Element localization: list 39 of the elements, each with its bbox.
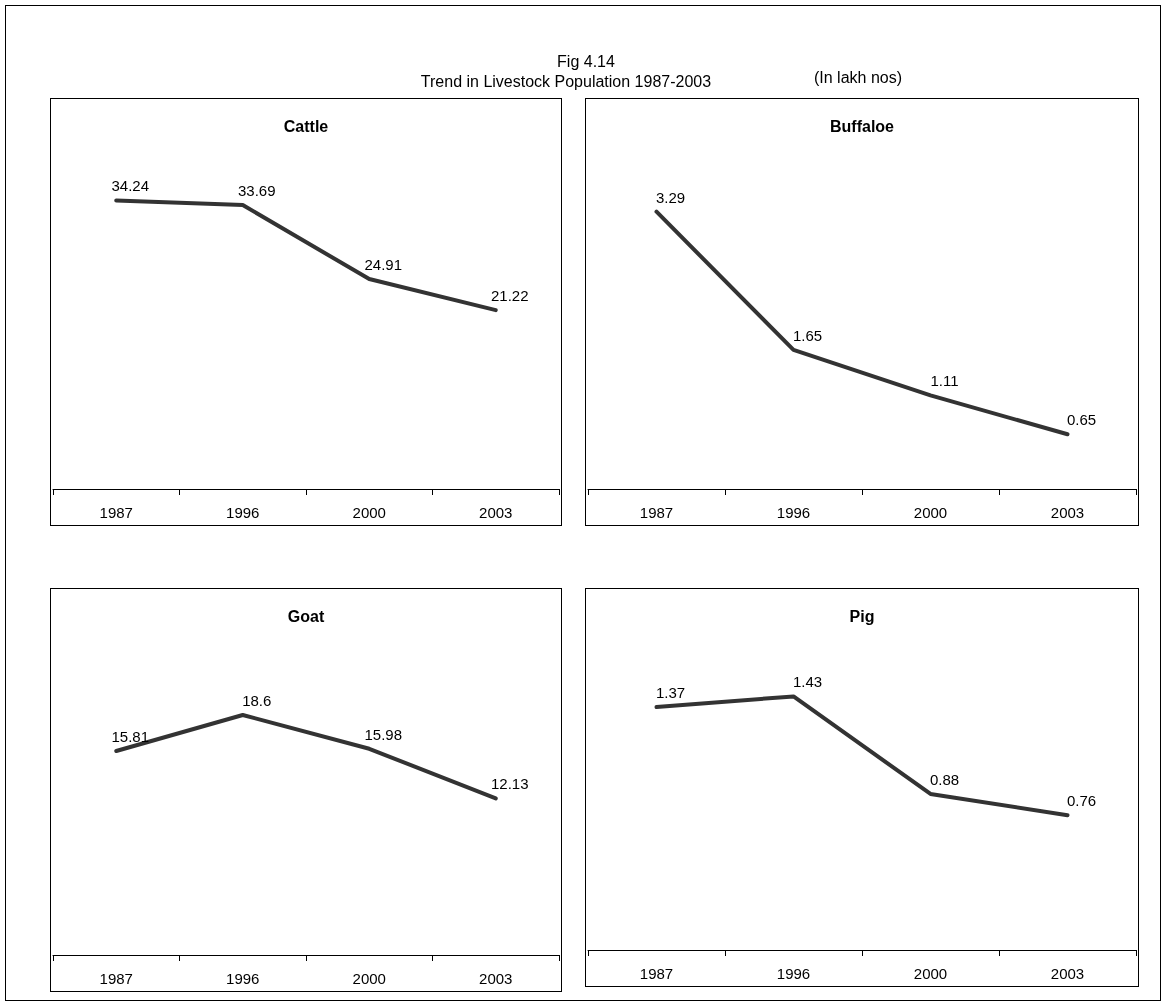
data-label: 3.29 [655, 188, 686, 206]
x-tick-label: 2003 [479, 970, 513, 987]
x-tick-label: 2000 [352, 970, 386, 987]
x-tick-label: 1996 [226, 504, 260, 521]
caption: Fig 4.14 [557, 53, 615, 70]
chart-title: Cattle [283, 117, 329, 135]
data-label: 0.76 [1066, 792, 1097, 810]
chart-title: Pig [849, 607, 875, 625]
x-tick-label: 1987 [99, 504, 133, 521]
data-label: 1.11 [930, 372, 959, 390]
data-label: 0.88 [929, 770, 960, 788]
x-tick-label: 1996 [226, 970, 260, 987]
x-tick-label: 1996 [776, 504, 811, 521]
data-label: 21.22 [490, 287, 529, 305]
x-tick-label: 1987 [99, 970, 133, 987]
x-tick-label: 2003 [1050, 504, 1085, 521]
x-tick-label: 2000 [352, 504, 386, 521]
x-tick-label: 2000 [913, 504, 948, 521]
data-label: 1.37 [655, 684, 686, 702]
x-tick-label: 2003 [1050, 965, 1085, 982]
x-tick-label: 2003 [479, 504, 513, 521]
data-label: 34.24 [111, 177, 150, 195]
chart-title: Buffaloe [830, 117, 895, 135]
x-tick-label: 1996 [776, 965, 811, 982]
data-label: 1.65 [792, 326, 823, 344]
data-label: 15.81 [111, 727, 150, 745]
data-label: 15.98 [364, 725, 403, 743]
data-label: 24.91 [364, 256, 403, 274]
data-label: 18.6 [242, 691, 272, 709]
x-tick-label: 1987 [639, 965, 674, 982]
data-label: 12.13 [490, 775, 529, 793]
x-tick-label: 2000 [913, 965, 948, 982]
x-tick-label: 1987 [639, 504, 674, 521]
data-label: 0.65 [1066, 411, 1097, 429]
text: (In lakh nos) [814, 69, 903, 87]
data-label: 33.69 [237, 182, 276, 200]
text: Trend in Livestock Population 1987-2003 [420, 73, 712, 90]
chart-title: Goat [287, 607, 325, 625]
data-label: 1.43 [792, 673, 823, 691]
